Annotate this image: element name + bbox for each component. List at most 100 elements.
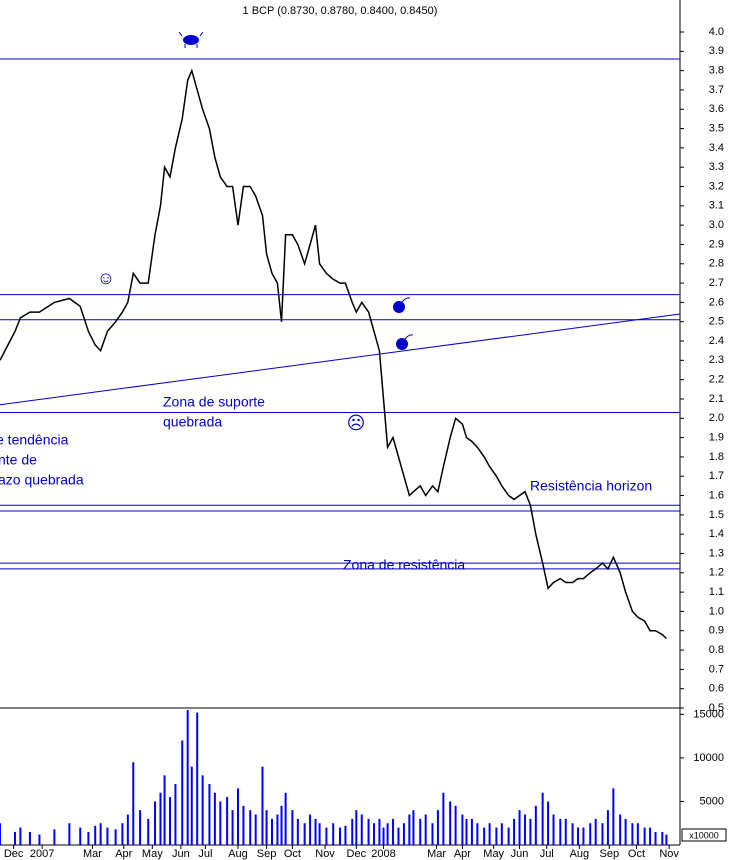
y-tick-label: 0.8: [709, 644, 724, 656]
unit-label: x10000: [689, 830, 719, 840]
y-tick-label: 0.5: [709, 702, 724, 714]
y-tick-label: 1.1: [709, 586, 724, 598]
volume-bar: [296, 818, 299, 845]
volume-bar: [360, 814, 363, 845]
volume-bar: [454, 805, 457, 845]
y-tick-label: 4.0: [709, 26, 724, 38]
y-tick-label: 1.6: [709, 489, 724, 501]
y-tick-label: 2.1: [709, 393, 724, 405]
y-tick-label: 5000: [700, 795, 724, 807]
volume-bar: [53, 829, 56, 845]
volume-bar: [121, 823, 124, 845]
annotation: nte de: [0, 452, 37, 468]
bull-icon: [178, 31, 204, 48]
volume-bar: [547, 801, 550, 845]
volume-bar: [126, 814, 129, 845]
y-tick-label: 2.7: [709, 277, 724, 289]
volume-bar: [559, 818, 562, 845]
y-tick-label: 2.0: [709, 412, 724, 424]
x-tick-label: Oct: [628, 848, 645, 860]
volume-bar: [408, 814, 411, 845]
x-tick-label: Jul: [198, 848, 212, 860]
volume-bar: [386, 823, 389, 845]
volume-bar: [249, 810, 252, 845]
volume-bar: [237, 788, 239, 845]
volume-bar: [114, 829, 117, 845]
volume-bar: [242, 805, 245, 845]
y-tick-label: 3.3: [709, 161, 724, 173]
volume-bar: [68, 823, 71, 845]
x-tick-label: May: [142, 848, 163, 860]
volume-bar: [624, 818, 627, 845]
volume-bar: [367, 818, 370, 845]
y-tick-label: 1.2: [709, 567, 724, 579]
volume-bar: [276, 814, 279, 845]
volume-bar: [271, 818, 273, 845]
annotation: Zona de resistência: [343, 557, 465, 573]
x-tick-label: Jun: [511, 848, 529, 860]
x-tick-label: Sep: [599, 848, 619, 860]
y-tick-label: 1.7: [709, 470, 724, 482]
annotation: Zona de suporte: [163, 394, 265, 410]
volume-bar: [419, 818, 422, 845]
x-tick-label: Aug: [570, 848, 590, 860]
x-tick-label: Jun: [172, 848, 190, 860]
unit-box: [681, 828, 727, 842]
volume-bar: [461, 814, 464, 845]
volume-bar: [291, 810, 294, 845]
volume-bar: [392, 818, 395, 845]
volume-bar: [518, 810, 521, 845]
x-tick-label: Nov: [659, 848, 679, 860]
y-tick-label: 1.5: [709, 509, 724, 521]
volume-bar: [219, 801, 222, 845]
volume-bar: [513, 818, 516, 845]
price-line: [0, 68, 667, 640]
x-tick-label: Dec: [4, 848, 24, 860]
y-tick-label: 3.9: [709, 45, 724, 57]
volume-bar: [541, 792, 544, 845]
volume-bar: [261, 766, 264, 845]
y-tick-label: 3.2: [709, 180, 724, 192]
volume-bar: [661, 831, 664, 845]
volume-bar: [665, 834, 668, 845]
volume-bar: [612, 788, 615, 845]
volume-bar: [190, 766, 193, 845]
annotation: e tendência: [0, 432, 69, 448]
y-tick-label: 3.7: [709, 84, 724, 96]
y-tick-label: 2.3: [709, 354, 724, 366]
y-tick-label: 15000: [693, 708, 724, 720]
volume-bar: [284, 792, 287, 845]
volume-bar: [314, 818, 317, 845]
volume-bar: [412, 810, 415, 845]
volume-bar: [318, 823, 321, 845]
volume-bar: [529, 818, 532, 845]
y-tick-label: 2.8: [709, 258, 724, 270]
volume-bar: [424, 814, 427, 845]
x-tick-label: Apr: [454, 848, 471, 860]
volume-bar: [79, 827, 82, 845]
chart-title: 1 BCP (0.8730, 0.8780, 0.8400, 0.8450): [243, 5, 438, 17]
x-tick-label: Jul: [540, 848, 554, 860]
volume-bar: [169, 797, 171, 845]
volume-bar: [476, 823, 479, 845]
y-tick-label: 1.9: [709, 432, 724, 444]
volume-bar: [577, 827, 579, 845]
volume-bar: [606, 810, 609, 845]
bomb-icon: [393, 297, 411, 313]
volume-bar: [106, 827, 109, 845]
volume-bar: [139, 810, 142, 845]
y-tick-label: 0.7: [709, 663, 724, 675]
volume-bar: [344, 825, 347, 845]
volume-bar: [13, 831, 16, 845]
volume-bar: [373, 823, 375, 845]
y-tick-label: 3.6: [709, 103, 724, 115]
volume-bar: [38, 834, 41, 845]
volume-bar: [325, 827, 328, 845]
volume-bar: [534, 805, 537, 845]
y-tick-label: 3.4: [709, 142, 724, 154]
annotation: quebrada: [163, 414, 222, 430]
volume-bar: [507, 827, 510, 845]
volume-bar: [254, 814, 257, 845]
x-tick-label: Mar: [83, 848, 102, 860]
